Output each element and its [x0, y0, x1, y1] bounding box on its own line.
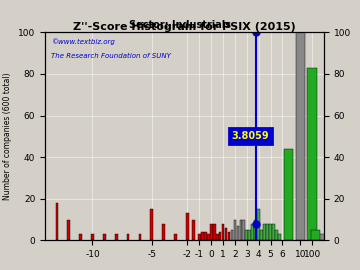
Bar — [150, 209, 153, 240]
Bar — [278, 234, 281, 240]
Bar — [174, 234, 177, 240]
Bar — [222, 224, 224, 240]
Bar — [139, 234, 141, 240]
Text: ©www.textbiz.org: ©www.textbiz.org — [50, 39, 114, 45]
Bar — [296, 32, 305, 240]
Bar — [251, 224, 254, 240]
Bar — [219, 232, 221, 240]
Bar — [248, 230, 251, 240]
Bar — [257, 209, 260, 240]
Bar — [79, 234, 82, 240]
Bar — [263, 224, 266, 240]
Bar — [246, 230, 248, 240]
Bar — [204, 232, 207, 240]
Bar — [216, 234, 219, 240]
Bar — [239, 220, 242, 240]
Bar — [115, 234, 118, 240]
Bar — [307, 68, 317, 240]
Bar — [275, 230, 278, 240]
Bar — [201, 232, 204, 240]
Bar — [198, 234, 201, 240]
Bar — [213, 224, 216, 240]
Text: The Research Foundation of SUNY: The Research Foundation of SUNY — [50, 53, 170, 59]
Bar — [207, 234, 210, 240]
Bar — [272, 224, 275, 240]
Bar — [255, 220, 257, 240]
Bar — [55, 203, 58, 240]
Bar — [284, 149, 293, 240]
Bar — [103, 234, 106, 240]
Bar — [234, 220, 236, 240]
Bar — [67, 220, 70, 240]
Bar — [243, 220, 245, 240]
Text: 3.8059: 3.8059 — [231, 131, 269, 141]
Bar — [231, 230, 233, 240]
Bar — [228, 232, 230, 240]
Bar — [127, 234, 130, 240]
Bar — [91, 234, 94, 240]
Bar — [192, 220, 195, 240]
Bar — [225, 228, 228, 240]
Y-axis label: Number of companies (600 total): Number of companies (600 total) — [4, 73, 13, 200]
Bar — [319, 234, 325, 240]
Bar — [269, 224, 272, 240]
Title: Z''-Score Histogram for PSIX (2015): Z''-Score Histogram for PSIX (2015) — [73, 22, 296, 32]
Bar — [260, 230, 263, 240]
Bar — [162, 224, 165, 240]
Bar — [237, 226, 239, 240]
Bar — [186, 213, 189, 240]
Bar — [311, 230, 320, 240]
Text: Sector: Industrials: Sector: Industrials — [129, 20, 231, 30]
Bar — [266, 224, 269, 240]
Bar — [210, 224, 212, 240]
